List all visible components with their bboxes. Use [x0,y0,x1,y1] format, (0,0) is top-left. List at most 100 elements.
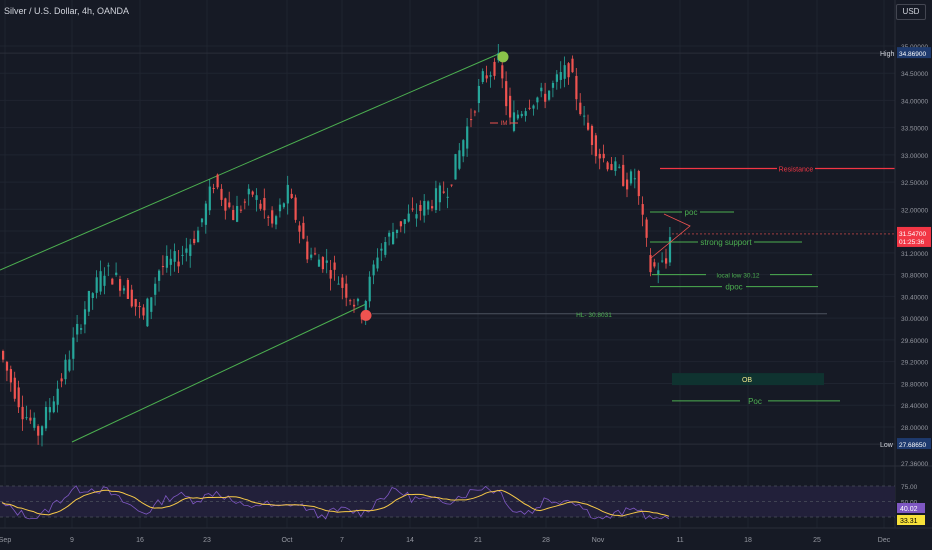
price-tick-label: 31.20000 [901,251,928,258]
candle-body [345,283,348,298]
price-axis: 35.0000034.5000034.0000033.5000033.00000… [894,0,928,528]
candle-body [247,188,250,195]
candle-body [594,135,597,157]
time-tick-label: 18 [744,537,752,544]
candle-body [477,85,480,104]
triangle-drawing [650,213,691,259]
candle-body [68,359,71,371]
candle-body [181,254,184,256]
time-tick-label: Oct [282,537,293,544]
candle-body [524,111,527,116]
candle-body [185,248,188,253]
candle-body [637,170,640,197]
candle-body [579,102,582,115]
price-tick-label: 30.00000 [901,316,928,323]
candle-body [130,289,133,307]
strong-support-label: strong support [700,238,752,247]
candle-body [56,388,59,405]
price-tick-label: 28.40000 [901,403,928,410]
candle-body [454,154,457,180]
candle-body [493,61,496,76]
candle-body [466,126,469,149]
candle-body [165,255,168,268]
candle-body [208,186,211,211]
currency-button[interactable]: USD [896,4,926,20]
channel-lower-line [71,303,367,443]
candle-body [189,244,192,256]
candle-body [653,262,656,267]
candle-body [83,309,87,325]
rsi-value-badge [897,503,925,513]
candle-body [411,208,414,210]
candle-body [403,219,406,224]
candle-body [17,387,20,408]
time-tick-label: Sep [0,537,11,544]
time-tick-label: Nov [592,537,605,544]
candle-body [80,328,83,330]
swing-high-marker [497,51,509,63]
price-tick-label: 28.80000 [901,381,928,388]
time-tick-label: 21 [474,537,482,544]
candle-body [427,201,430,210]
current-price-badge [897,226,931,247]
candle-body [606,162,609,170]
candle-body [282,203,285,208]
candle-body [103,275,106,286]
candle-body [528,107,531,109]
candle-body [536,97,539,103]
grid-lines [0,0,895,528]
candle-body [138,306,141,308]
chart-title: Silver / U.S. Dollar, 4h, OANDA [4,6,130,16]
candle-body [633,178,636,180]
candle-body [294,197,297,220]
candle-body [438,185,441,203]
candle-body [649,255,652,273]
candle-body [72,337,75,359]
candle-body [302,222,305,239]
candles [2,43,672,447]
candle-body [446,196,449,198]
time-tick-label: 9 [70,537,74,544]
candle-body [392,231,395,245]
resistance-label: Resistance [779,166,814,173]
candle-body [610,164,613,171]
candle-body [505,81,508,107]
candle-body [41,426,44,436]
candle-body [33,417,36,428]
candle-body [232,210,235,221]
candle-body [540,87,543,92]
current-price-value: 31.54700 [899,231,926,238]
candle-body [321,257,324,270]
candle-body [126,279,129,299]
candle-body [602,153,605,159]
candle-body [384,242,387,255]
candle-body [275,216,278,225]
low-value-badge [897,438,931,450]
candle-body [259,203,262,209]
candle-body [52,401,55,413]
price-tick-label: 27.36000 [901,461,928,468]
candle-body [158,270,161,281]
candle-body [314,253,317,255]
candle-body [173,251,176,262]
candle-body [645,219,648,238]
candle-body [489,75,492,77]
candle-body [563,65,566,79]
candle-body [286,184,289,204]
candle-body [9,369,12,383]
time-tick-label: 16 [136,537,144,544]
time-tick-label: Dec [878,537,891,544]
candle-body [629,171,633,184]
candle-body [520,113,523,117]
candle-body [450,184,453,186]
candle-body [485,75,488,79]
candle-body [551,82,555,88]
candle-body [216,174,219,188]
candle-body [532,105,535,109]
high-label: High [880,51,895,58]
candle-body [501,65,504,79]
candle-body [48,407,51,413]
high-value: 34.86900 [899,51,926,58]
candle-body [13,377,16,399]
